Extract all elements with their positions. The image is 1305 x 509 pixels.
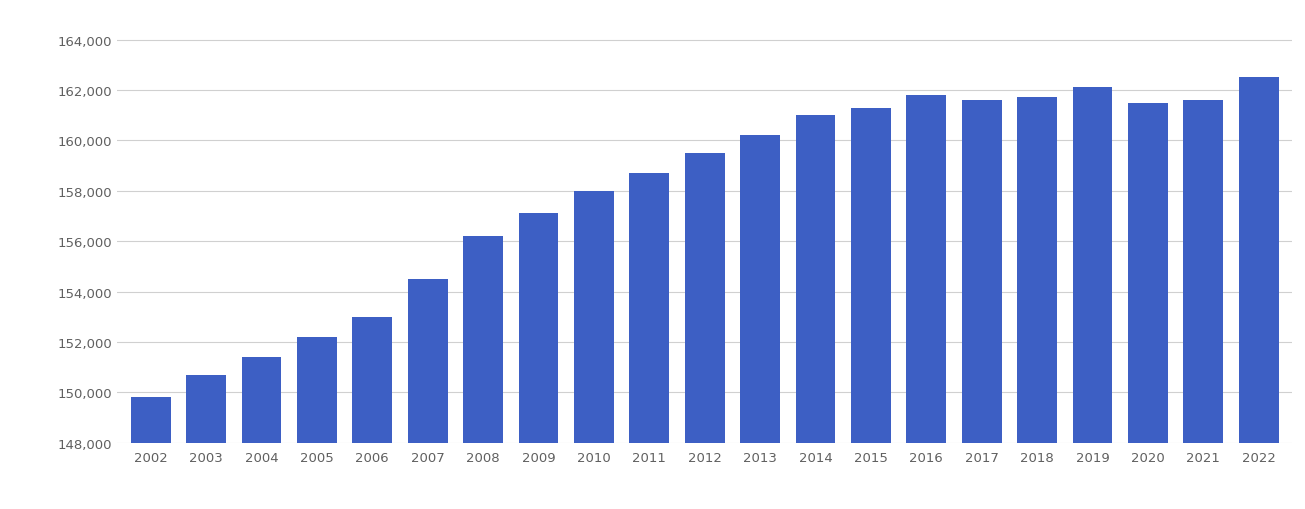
Bar — [907, 96, 946, 509]
Bar — [1073, 88, 1112, 509]
Bar — [685, 154, 724, 509]
Bar — [518, 214, 559, 509]
Bar — [1184, 101, 1223, 509]
Bar — [574, 191, 613, 509]
Bar — [130, 398, 171, 509]
Bar — [298, 337, 337, 509]
Bar — [1017, 98, 1057, 509]
Bar — [629, 174, 669, 509]
Bar — [740, 136, 780, 509]
Bar — [962, 101, 1002, 509]
Bar — [851, 108, 891, 509]
Bar — [1238, 78, 1279, 509]
Bar — [241, 357, 282, 509]
Bar — [407, 279, 448, 509]
Bar — [1128, 103, 1168, 509]
Bar — [796, 116, 835, 509]
Bar — [187, 375, 226, 509]
Bar — [352, 317, 393, 509]
Bar — [463, 237, 502, 509]
